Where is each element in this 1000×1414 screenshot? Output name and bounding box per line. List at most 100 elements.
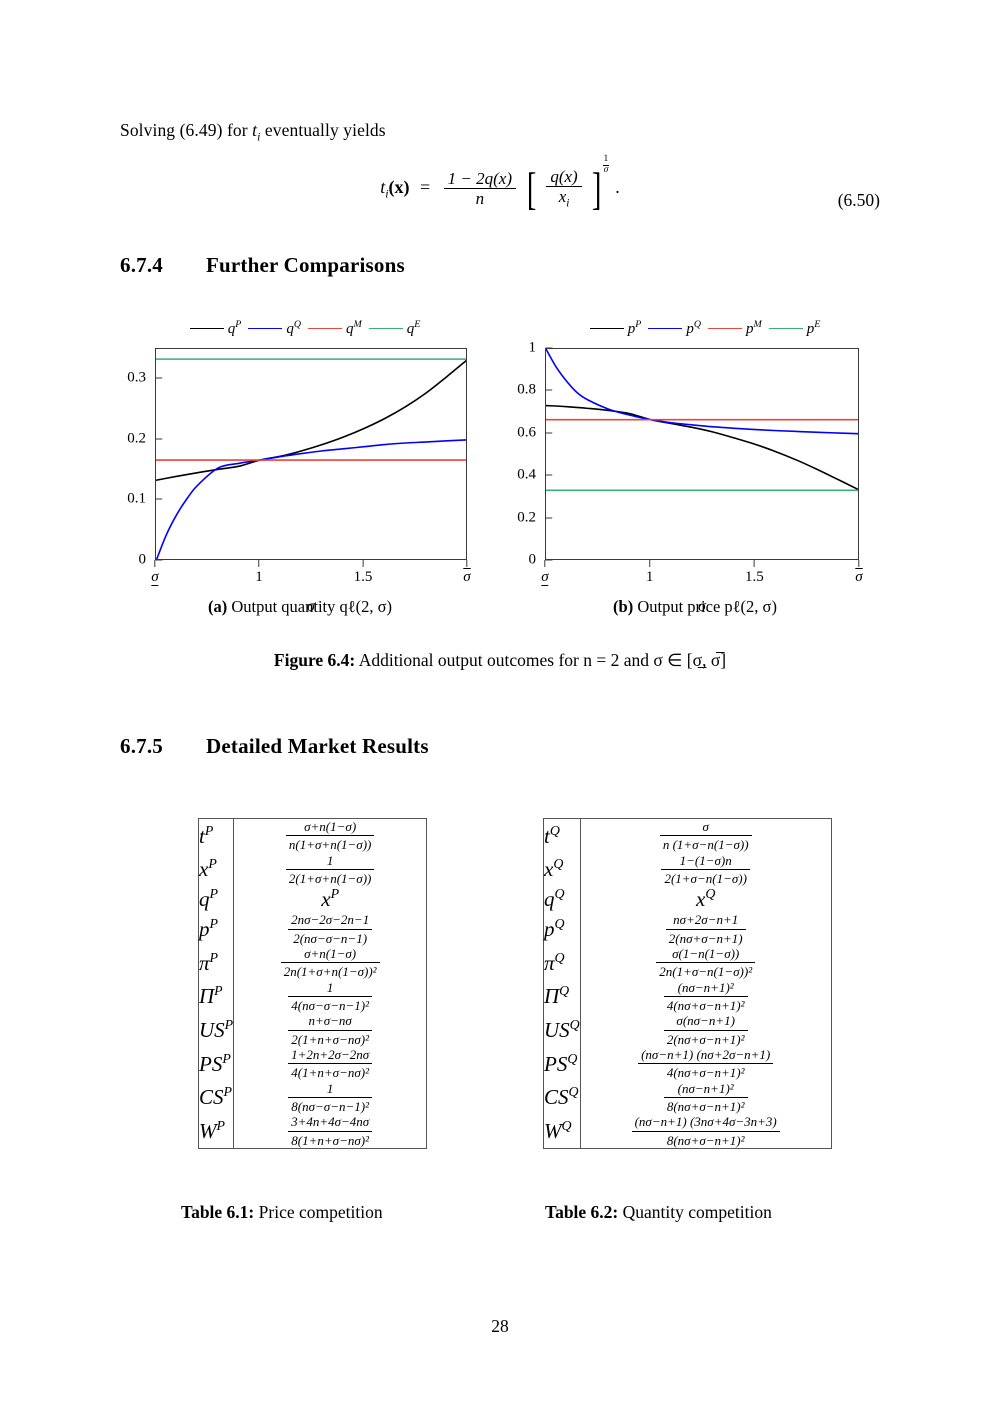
eq-bracket-fraction: q(x) xi [546, 168, 582, 210]
fraction-denominator: n (1+σ−n(1−σ)) [662, 837, 749, 853]
table-row-label: πQ [543, 945, 581, 980]
figure-caption-text: Additional output outcomes for n = 2 and… [358, 650, 727, 670]
legend-entry: qP [189, 319, 241, 338]
x-axis-tick-mark [466, 560, 468, 567]
y-axis-tick-mark [545, 432, 552, 434]
eq-lhs-argument: (x) [388, 176, 410, 197]
legend-entry: qQ [241, 319, 301, 338]
x-axis-tick-mark [649, 560, 651, 567]
value-fraction: 2nσ−2σ−2n−1 2(nσ−σ−n−1) [288, 912, 373, 946]
series-line [156, 439, 466, 559]
section-title: Further Comparisons [206, 253, 405, 277]
table-row-label: ΠP [198, 979, 235, 1014]
table-row-label: tQ [543, 818, 581, 853]
value-plain: xQ [696, 886, 716, 912]
table-1-caption-label: Table 6.1: [181, 1202, 255, 1222]
fraction-denominator: 4(nσ+σ−n+1)² [666, 997, 745, 1013]
x-axis-tick-label: σ [541, 560, 549, 587]
intro-text-before: Solving (6.49) for [120, 120, 253, 140]
table-row-label: USQ [543, 1013, 581, 1047]
fraction-denominator: 2(1+σ−n(1−σ)) [664, 870, 747, 886]
value-fraction: n+σ−nσ 2(1+n+σ−nσ)² [288, 1013, 372, 1047]
intro-math-subscript: i [257, 131, 261, 144]
x-axis-tick-mark [362, 560, 364, 567]
value-fraction: (nσ−n+1) (nσ+2σ−n+1) 4(nσ+σ−n+1)² [638, 1047, 774, 1081]
table-row-label: CSP [198, 1080, 235, 1115]
eq-bracket-den-subscript: i [566, 197, 570, 210]
table-2-caption: Table 6.2: Quantity competition [545, 1202, 772, 1223]
x-axis-label: σ [698, 598, 706, 615]
table-row-value: (nσ−n+1)² 4(nσ+σ−n+1)² [580, 980, 831, 1014]
table-row-label: qQ [543, 886, 581, 913]
subcaption-a: (a) Output quantity qℓ(2, σ) [110, 597, 490, 617]
y-axis-tick-mark [545, 474, 552, 476]
table-row-value: 1 8(nσ−σ−n−1)² [234, 1081, 427, 1115]
table-row-label: USP [198, 1013, 235, 1047]
fraction-denominator: n(1+σ+n(1−σ)) [288, 837, 372, 853]
table-row-label: tP [198, 818, 235, 853]
x-axis-tick-label: σ [151, 560, 159, 587]
left-bracket-icon: [ [526, 163, 536, 215]
legend-quantity: qP qQ qM qE [145, 317, 465, 339]
legend-label: qE [406, 318, 421, 337]
fraction-denominator: 2(1+n+σ−nσ)² [291, 1031, 369, 1047]
eq-bracket-den-base: x [558, 187, 567, 206]
y-axis-tick-mark [545, 389, 552, 391]
fraction-numerator: (nσ−n+1)² [663, 1081, 748, 1098]
subcaption-b-label: (b) [613, 597, 634, 616]
table-row-label: pP [198, 912, 235, 946]
series-line [546, 404, 858, 491]
legend-color-swatch [248, 327, 283, 329]
table-row: USQ σ(nσ−n+1) 2(nσ+σ−n+1)² [543, 1013, 832, 1047]
legend-label: pM [745, 318, 762, 337]
fraction-numerator: (nσ−n+1) (3nσ+4σ−3n+3) [631, 1114, 780, 1132]
legend-price: pP pQ pM pE [545, 317, 865, 339]
sigma-lower-symbol: σ [151, 569, 159, 587]
table-1-caption: Table 6.1: Price competition [181, 1202, 383, 1223]
fraction-denominator: 8(nσ−σ−n−1)² [291, 1098, 369, 1114]
x-axis-tick-mark [753, 560, 755, 567]
table-row-label: pQ [543, 912, 581, 946]
x-axis-tick-label: 1.5 [354, 560, 372, 586]
fraction-numerator: 2nσ−2σ−2n−1 [288, 912, 373, 930]
y-axis-tick-mark [155, 377, 162, 379]
table-row: xP 1 2(1+σ+n(1−σ)) [198, 852, 427, 887]
table-2-wrapper: tQ σ n (1+σ−n(1−σ)) xQ 1−(1−σ)n 2(1+σ−n(1−σ))… [543, 818, 832, 1149]
fraction-numerator: σ+n(1−σ) [280, 946, 380, 964]
fraction-numerator: σ(nσ−n+1) [663, 1013, 748, 1031]
x-axis-tick-label: σ [463, 560, 471, 586]
value-fraction: 3+4n+4σ−4nσ 8(1+n+σ−nσ)² [288, 1114, 373, 1148]
legend-color-swatch [307, 327, 342, 329]
table-row: xQ 1−(1−σ)n 2(1+σ−n(1−σ)) [543, 852, 832, 887]
subcaption-b: (b) Output price pℓ(2, σ) [500, 597, 890, 617]
sigma-lower-symbol: σ [541, 569, 549, 587]
plot-area-price [545, 348, 859, 560]
table-row-label: PSQ [543, 1046, 581, 1081]
equation-block: ti(x) = 1 − 2q(x) n [ q(x) xi ] 1 σ. (6.50… [120, 155, 880, 232]
subcaption-b-text: Output price pℓ(2, σ) [637, 597, 777, 616]
fraction-numerator: σ+n(1−σ) [285, 819, 375, 837]
y-axis-tick-mark [545, 517, 552, 519]
legend-entry: pE [762, 319, 820, 338]
table-row-value: 1 4(nσ−σ−n−1)² [234, 980, 427, 1014]
price-competition-table: tP σ+n(1−σ) n(1+σ+n(1−σ)) xP 1 2(1+σ+n(1−σ)) q… [198, 818, 428, 1149]
table-row-value: 3+4n+4σ−4nσ 8(1+n+σ−nσ)² [234, 1114, 427, 1148]
value-fraction: σ(nσ−n+1) 2(nσ+σ−n+1)² [663, 1013, 748, 1047]
legend-entry: qM [301, 319, 362, 338]
y-axis-tick-label: 0.4 [517, 467, 552, 484]
y-axis-tick-label: 0 [139, 552, 162, 569]
value-fraction: 1 8(nσ−σ−n−1)² [288, 1081, 372, 1115]
eq-bracket-numerator: q(x) [546, 168, 582, 187]
fraction-denominator: 2n(1+σ−n(1−σ))² [659, 964, 753, 980]
legend-color-swatch [189, 327, 224, 329]
table-row-value: xP [234, 886, 427, 912]
fraction-numerator: (nσ−n+1)² [663, 980, 748, 997]
value-fraction: (nσ−n+1)² 4(nσ+σ−n+1)² [663, 980, 748, 1014]
table-row: CSP 1 8(nσ−σ−n−1)² [198, 1080, 427, 1115]
legend-color-swatch [589, 327, 624, 329]
series-line [156, 359, 466, 482]
y-axis-tick-mark [545, 559, 552, 561]
